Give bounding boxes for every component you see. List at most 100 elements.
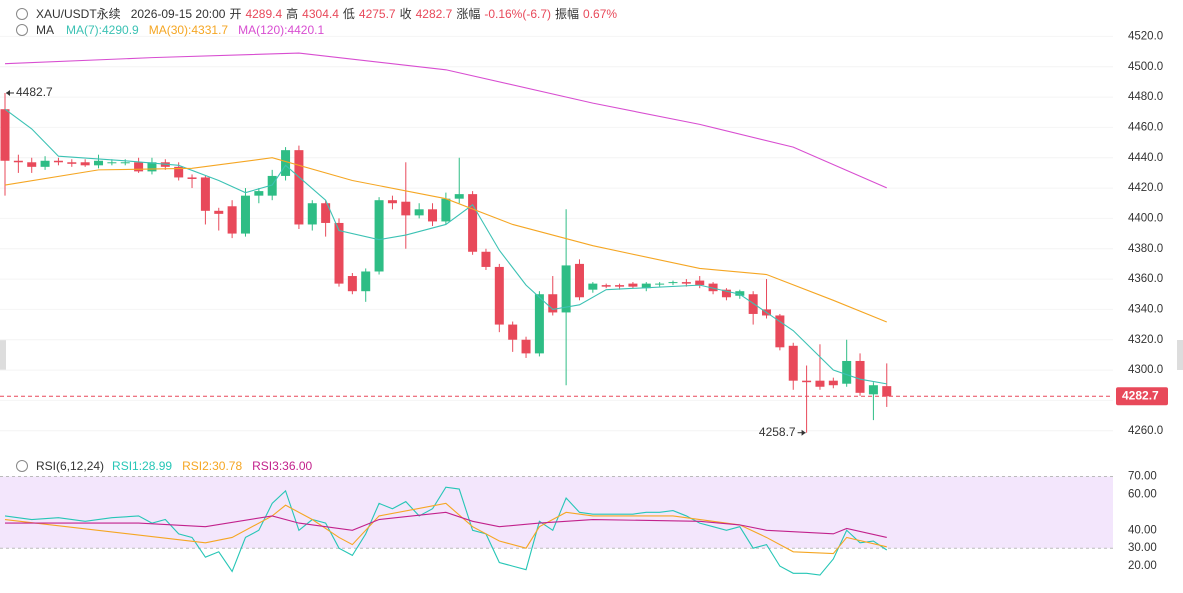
candle-body bbox=[681, 282, 691, 284]
candle-body bbox=[868, 385, 878, 395]
y-tick-label: 30.00 bbox=[1128, 542, 1157, 554]
indicator-line bbox=[4, 108, 887, 385]
candle-body bbox=[521, 339, 531, 354]
label: 开 bbox=[229, 7, 242, 21]
candle-body bbox=[775, 315, 785, 348]
y-tick-label: 4300.0 bbox=[1128, 364, 1163, 376]
indicator-line bbox=[5, 511, 887, 538]
candle-body bbox=[401, 201, 411, 216]
candle-body bbox=[387, 200, 397, 204]
candle-body bbox=[294, 150, 304, 225]
candle-body bbox=[374, 200, 384, 272]
candle-body bbox=[548, 294, 558, 313]
y-tick-label: 70.00 bbox=[1128, 471, 1157, 483]
candle-body bbox=[227, 206, 237, 234]
candle-body bbox=[240, 195, 250, 234]
candle-body bbox=[441, 198, 451, 222]
candle-body bbox=[788, 345, 798, 381]
legend-entry: RSI3:36.00 bbox=[252, 459, 313, 473]
label: 收 bbox=[399, 7, 412, 21]
ma-legend: MA MA(7):4290.9 MA(30):4331.7 MA(120):4420… bbox=[16, 23, 330, 37]
candle-body bbox=[655, 283, 665, 285]
indicator-line bbox=[4, 502, 887, 555]
candle-body bbox=[107, 162, 117, 164]
candle-body bbox=[67, 162, 77, 164]
candle-body bbox=[735, 291, 745, 296]
left-tab[interactable] bbox=[0, 340, 6, 370]
candle-body bbox=[815, 380, 825, 387]
candle-body bbox=[281, 150, 291, 176]
candle-body bbox=[615, 285, 625, 287]
candle-body bbox=[134, 162, 144, 172]
y-tick-label: 4480.0 bbox=[1128, 91, 1163, 103]
value: 4275.7 bbox=[358, 6, 396, 21]
rsi-band bbox=[0, 476, 1113, 549]
rsi-legend: RSI(6,12,24) RSI1:28.99 RSI2:30.78 RSI3:36… bbox=[16, 459, 318, 473]
collapse-icon[interactable] bbox=[16, 7, 28, 20]
indicator-line bbox=[4, 486, 888, 576]
candle-body bbox=[267, 175, 277, 196]
legend-entry: RSI2:30.78 bbox=[182, 459, 243, 473]
right-tab[interactable] bbox=[1177, 340, 1183, 370]
candle-body bbox=[842, 360, 852, 384]
y-tick-label: 4400.0 bbox=[1128, 212, 1163, 224]
y-tick-label: 4260.0 bbox=[1128, 425, 1163, 437]
candle-body bbox=[494, 266, 504, 325]
candle-body bbox=[120, 162, 130, 164]
y-tick-label: 20.00 bbox=[1128, 560, 1157, 572]
candle-body bbox=[882, 386, 892, 397]
y-tick-label: 4320.0 bbox=[1128, 334, 1163, 346]
value: 4304.4 bbox=[302, 6, 339, 21]
candle-body bbox=[347, 276, 357, 292]
candle-body bbox=[147, 162, 157, 172]
candle-body bbox=[334, 222, 344, 284]
candle-body bbox=[588, 283, 598, 290]
candle-body bbox=[534, 294, 544, 354]
arrow-head bbox=[6, 89, 10, 96]
y-tick-label: 4380.0 bbox=[1128, 243, 1163, 255]
candle-body bbox=[321, 203, 331, 223]
indicator-line bbox=[4, 52, 887, 189]
indicator-line bbox=[4, 157, 887, 323]
candle-body bbox=[601, 285, 611, 287]
indicator: RSI(6,12,24) bbox=[36, 459, 105, 473]
candle-body bbox=[13, 160, 23, 163]
candle-body bbox=[468, 194, 478, 252]
candle-body bbox=[174, 166, 184, 178]
arrow-head bbox=[801, 429, 806, 436]
legend-entry: RSI1:28.99 bbox=[112, 459, 173, 473]
candle-body bbox=[721, 289, 731, 298]
legend-entry: MA(120):4420.1 bbox=[238, 23, 325, 37]
candle-body bbox=[94, 160, 104, 166]
candle-body bbox=[481, 251, 491, 267]
candle-body bbox=[561, 265, 571, 313]
y-tick-label: 40.00 bbox=[1128, 524, 1157, 536]
indicator: MA bbox=[36, 23, 54, 37]
y-tick-label: 4420.0 bbox=[1128, 182, 1163, 194]
candle-body bbox=[855, 360, 865, 393]
legend-entry: MA(30):4331.7 bbox=[148, 23, 229, 37]
label: 涨幅 bbox=[456, 7, 481, 21]
value: 0.67% bbox=[583, 6, 618, 21]
y-tick-label: 4360.0 bbox=[1128, 273, 1163, 285]
candle-body bbox=[641, 283, 651, 289]
candle-body bbox=[695, 280, 705, 286]
candle-body bbox=[254, 191, 264, 196]
y-tick-label: 4500.0 bbox=[1128, 61, 1163, 73]
low-label: 4258.7 bbox=[759, 425, 796, 439]
candle-body bbox=[668, 282, 678, 284]
label: 振幅 bbox=[555, 7, 580, 21]
collapse-icon[interactable] bbox=[16, 460, 28, 472]
collapse-icon[interactable] bbox=[16, 24, 28, 36]
candle-body bbox=[40, 160, 50, 167]
candle-body bbox=[53, 160, 63, 163]
candle-body bbox=[628, 283, 638, 287]
y-tick-label: 4520.0 bbox=[1128, 30, 1163, 42]
value: -0.16%(-6.7) bbox=[484, 6, 552, 21]
header-row: XAU/USDT永续 2026-09-15 20:00 开 4289.4 高 430… bbox=[16, 5, 617, 22]
candle-body bbox=[187, 177, 197, 179]
candle-body bbox=[708, 283, 718, 292]
legend-entry: MA(7):4290.9 bbox=[66, 23, 139, 37]
